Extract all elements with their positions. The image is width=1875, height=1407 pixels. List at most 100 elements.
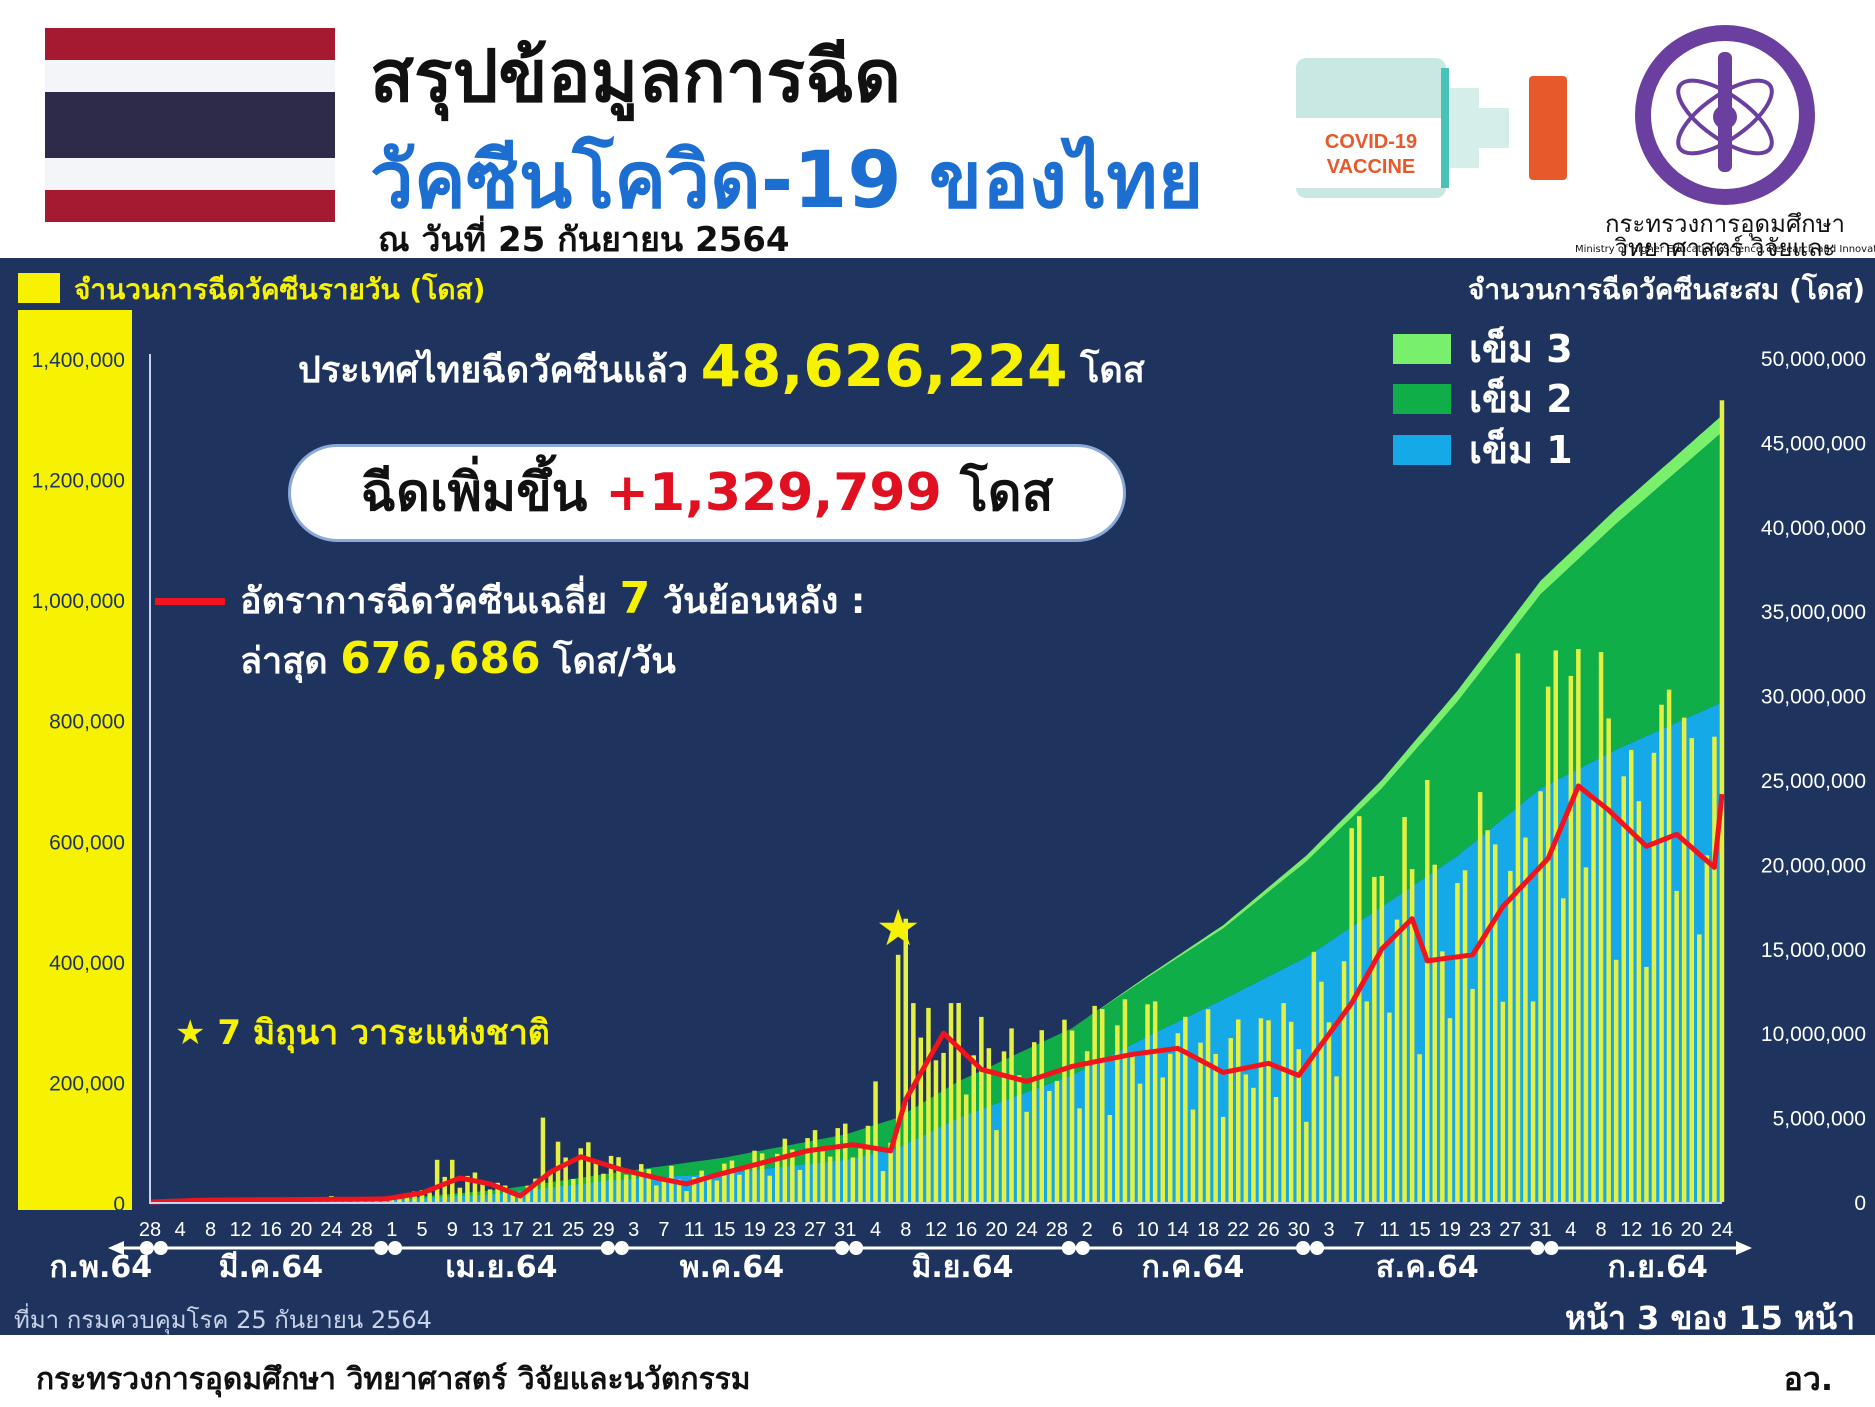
daily-bar — [631, 1174, 636, 1202]
daily-bar — [933, 1060, 939, 1202]
daily-bar — [1598, 652, 1604, 1202]
month-divider-dot — [139, 1241, 154, 1255]
timeline-arrow-right-icon — [1736, 1241, 1752, 1255]
daily-bar — [1168, 1053, 1173, 1202]
total-unit: โดส — [1080, 350, 1145, 391]
daily-bar — [1477, 792, 1483, 1202]
daily-bar — [1493, 844, 1498, 1202]
daily-bar — [1228, 1038, 1233, 1202]
x-tick: 22 — [1227, 1219, 1249, 1241]
x-tick: 11 — [1379, 1219, 1400, 1241]
legend-dose2-swatch — [1393, 384, 1451, 414]
daily-bar — [1712, 736, 1717, 1202]
daily-bar — [1062, 1019, 1067, 1202]
x-tick: 21 — [532, 1219, 554, 1241]
daily-bar — [1462, 870, 1468, 1202]
daily-bar — [971, 1055, 976, 1202]
daily-bar — [752, 1150, 757, 1202]
daily-bar — [419, 1190, 425, 1202]
daily-bar — [926, 1007, 931, 1202]
daily-bar — [1455, 883, 1460, 1202]
daily-bar — [1281, 1003, 1286, 1202]
daily-bar — [1084, 1051, 1090, 1202]
x-tick: 8 — [1596, 1219, 1607, 1241]
page-indicator: หน้า 3 ของ 15 หน้า — [1565, 1299, 1855, 1337]
y-right-tick: 50,000,000 — [1761, 348, 1866, 371]
cumulative-axis-label: จำนวนการฉีดวัคซีนสะสม (โดส) — [1467, 273, 1865, 306]
avg-line2-a: ล่าสุด — [240, 641, 328, 682]
x-tick: 4 — [1565, 1219, 1576, 1241]
daily-bar — [555, 1141, 561, 1202]
daily-bar — [1266, 1020, 1271, 1202]
month-divider-dot — [1530, 1241, 1545, 1255]
month-divider-dot — [1310, 1241, 1325, 1255]
report-date: ณ วันที่ 25 กันยายน 2564 — [378, 220, 790, 260]
avg-value: 676,686 — [340, 633, 541, 684]
x-tick: 26 — [1257, 1219, 1279, 1241]
daily-bar — [1152, 1001, 1158, 1202]
daily-bar — [1689, 738, 1694, 1202]
daily-bar — [1545, 686, 1551, 1202]
daily-bar — [865, 1125, 871, 1202]
y-right-tick: 25,000,000 — [1761, 770, 1866, 793]
x-tick: 25 — [562, 1219, 584, 1241]
daily-bar — [1568, 675, 1574, 1202]
daily-bar — [1553, 650, 1558, 1202]
daily-bar — [676, 1179, 682, 1202]
y-right-tick: 10,000,000 — [1761, 1023, 1866, 1046]
daily-bar — [1409, 869, 1415, 1202]
daily-bar — [1417, 1054, 1422, 1202]
y-right-tick: 5,000,000 — [1773, 1108, 1866, 1131]
daily-bar — [586, 1142, 591, 1202]
avg-unit: โดส/วัน — [553, 641, 676, 682]
daily-bar — [684, 1191, 689, 1202]
daily-bar — [782, 1138, 788, 1202]
daily-bar — [759, 1153, 765, 1202]
daily-bar — [1205, 1009, 1211, 1202]
daily-bar — [1273, 1097, 1279, 1202]
daily-bar — [1251, 1087, 1256, 1202]
daily-bar — [873, 1081, 878, 1202]
daily-bar — [1288, 1021, 1294, 1202]
avg-line1-b: วันย้อนหลัง : — [662, 581, 866, 622]
daily-bar — [510, 1193, 515, 1202]
daily-bar — [661, 1177, 667, 1202]
daily-bar — [1220, 1116, 1226, 1202]
daily-bar — [427, 1192, 432, 1202]
x-tick: 18 — [1197, 1219, 1219, 1241]
daily-bar — [1304, 1121, 1309, 1202]
daily-bar — [1198, 1042, 1203, 1202]
daily-bar — [480, 1180, 485, 1202]
x-tick: 11 — [684, 1219, 705, 1241]
daily-bar — [1440, 951, 1445, 1202]
month-label: ส.ค.64 — [1376, 1250, 1479, 1285]
month-divider-dot — [388, 1241, 403, 1255]
legend-dose2-label: เข็ม 2 — [1469, 377, 1573, 421]
daily-bar — [1591, 798, 1596, 1202]
x-tick: 15 — [713, 1219, 735, 1241]
daily-bar — [1425, 780, 1430, 1202]
daily-bar — [1613, 959, 1619, 1202]
month-label: มิ.ย.64 — [912, 1250, 1014, 1285]
y-left-tick: 200,000 — [49, 1072, 125, 1095]
daily-bar — [911, 1003, 916, 1202]
daily-bar — [495, 1182, 500, 1202]
source-note: ที่มา กรมควบคุมโรค 25 กันยายน 2564 — [14, 1306, 432, 1334]
daily-bar — [1508, 870, 1513, 1202]
x-tick: 8 — [205, 1219, 216, 1241]
daily-bar — [979, 1016, 984, 1202]
daily-bar — [1213, 1053, 1218, 1202]
daily-bar — [457, 1187, 463, 1202]
daily-bar — [533, 1178, 538, 1202]
x-tick: 23 — [774, 1219, 796, 1241]
daily-bar — [714, 1180, 720, 1202]
daily-bar — [525, 1185, 531, 1202]
x-tick: 19 — [1439, 1219, 1461, 1241]
legend-dose3-label: เข็ม 3 — [1469, 327, 1573, 371]
daily-bar — [790, 1149, 795, 1202]
increase-value: +1,329,799 — [605, 463, 942, 523]
y-left-tick: 1,200,000 — [32, 470, 125, 493]
increase-unit: โดส — [959, 463, 1054, 523]
daily-bar — [1236, 1019, 1241, 1202]
daily-bar — [502, 1185, 508, 1202]
